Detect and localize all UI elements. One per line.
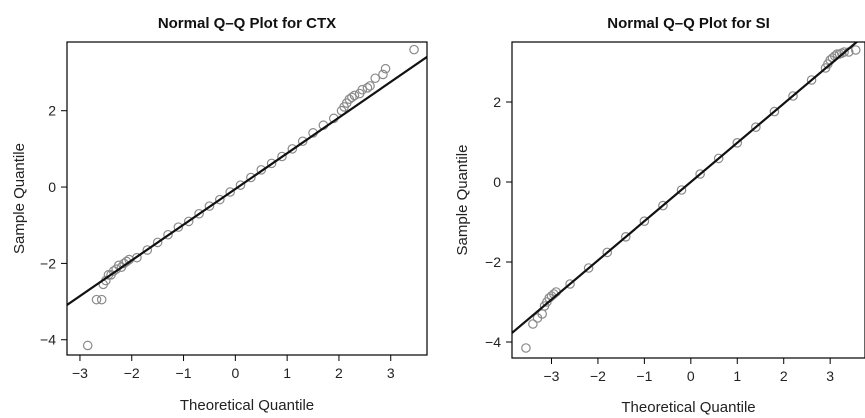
data-point	[297, 136, 308, 147]
x-axis-label: Theoretical Quantile	[180, 397, 314, 414]
ctx-qq-panel: Normal Q–Q Plot for CTX Theoretical Quan…	[11, 15, 428, 414]
y-axis-label: Sample Quantile	[454, 145, 471, 256]
data-point	[380, 63, 391, 74]
y-axis-label: Sample Quantile	[11, 143, 28, 254]
data-point	[287, 144, 298, 154]
x-tick-label: −3	[543, 368, 559, 384]
data-point	[163, 229, 173, 240]
x-tick-label: 0	[231, 365, 239, 381]
y-tick-label: 0	[493, 174, 501, 190]
data-point	[132, 252, 142, 263]
data-point	[225, 187, 235, 197]
x-tick-label: 1	[733, 368, 741, 384]
plot-area	[67, 44, 427, 351]
data-point	[658, 200, 668, 211]
x-tick-label: 2	[780, 368, 788, 384]
data-point	[365, 81, 375, 91]
data-point	[347, 92, 357, 103]
data-point	[695, 169, 705, 179]
data-point	[602, 247, 613, 258]
data-point	[152, 237, 163, 248]
data-point	[194, 208, 204, 219]
data-point	[142, 245, 153, 255]
chart-title: Normal Q–Q Plot for SI	[607, 15, 770, 32]
data-point	[235, 180, 246, 190]
y-tick-label: −2	[40, 255, 56, 271]
chart-title: Normal Q–Q Plot for CTX	[158, 15, 336, 32]
data-point	[583, 263, 594, 273]
x-tick-label: −2	[590, 368, 606, 384]
data-point	[409, 44, 419, 55]
data-point	[836, 48, 847, 58]
data-point	[256, 165, 267, 175]
data-point	[173, 222, 184, 232]
plot-frame	[66, 41, 428, 356]
x-axis-label: Theoretical Quantile	[621, 399, 755, 416]
x-tick-label: 1	[283, 365, 291, 381]
data-point	[204, 201, 215, 211]
x-tick-label: 2	[335, 365, 343, 381]
data-point	[732, 138, 743, 148]
x-tick-label: 3	[826, 368, 834, 384]
data-point	[528, 319, 538, 329]
data-point	[183, 216, 194, 227]
data-point	[246, 172, 256, 183]
x-tick-label: 3	[387, 365, 395, 381]
data-point	[91, 294, 102, 305]
data-point	[620, 232, 631, 242]
data-point	[215, 194, 225, 205]
data-point	[277, 151, 287, 162]
data-point	[850, 45, 861, 55]
reference-line	[512, 42, 859, 334]
data-point	[713, 153, 724, 164]
y-tick-label: −2	[485, 254, 501, 270]
data-point	[676, 185, 687, 195]
data-point	[370, 73, 381, 84]
y-tick-label: 2	[48, 103, 56, 119]
reference-line	[67, 55, 427, 306]
y-tick-label: −4	[485, 334, 501, 350]
y-tick-label: 0	[48, 179, 56, 195]
data-point	[565, 279, 575, 289]
data-point	[751, 122, 761, 132]
data-point	[788, 91, 798, 101]
data-point	[82, 340, 93, 351]
y-tick-label: 2	[493, 94, 501, 110]
data-point	[521, 343, 531, 353]
plot-frame	[511, 41, 865, 359]
data-point	[378, 69, 388, 80]
x-tick-label: −2	[124, 365, 140, 381]
x-tick-label: −1	[636, 368, 652, 384]
x-tick-label: −1	[176, 365, 192, 381]
data-point	[806, 75, 817, 85]
y-tick-label: −4	[40, 332, 56, 348]
data-point	[639, 216, 650, 226]
data-point	[357, 84, 368, 95]
data-point	[349, 90, 360, 101]
x-tick-label: −3	[72, 365, 88, 381]
data-point	[839, 47, 849, 57]
data-point	[266, 158, 277, 169]
plot-area	[512, 42, 861, 353]
data-point	[96, 294, 107, 305]
si-qq-panel: Normal Q–Q Plot for SI Theoretical Quant…	[454, 15, 865, 416]
data-point	[362, 83, 373, 93]
x-tick-label: 0	[687, 368, 695, 384]
data-point	[769, 106, 780, 117]
